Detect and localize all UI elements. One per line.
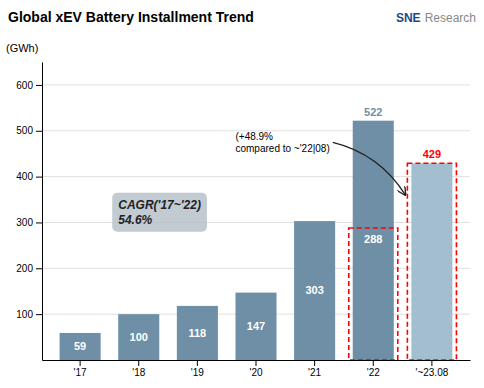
x-tick: '17 [74,360,87,378]
y-tick: 100 [16,309,42,320]
bar [235,293,276,360]
x-tick: '18 [132,360,145,378]
y-tick-mark [36,131,42,132]
data-label: 303 [305,284,323,296]
x-tick-label: '19 [191,367,204,378]
x-tick: '~23.08 [415,360,448,378]
annotations: CAGR('17~'22)54.6% (+48.9%compared to ~'2… [112,131,405,232]
y-tick-label: 100 [16,309,33,320]
data-label: 59 [74,340,86,352]
y-tick: 400 [16,171,42,182]
y-tick-label: 400 [16,171,33,182]
y-tick-mark [36,177,42,178]
y-tick: 600 [16,80,42,91]
bar [411,163,452,360]
data-labels: 59 100 118 147 303 522 429 288 [74,106,441,353]
cagr-text: CAGR('17~'22)54.6% [118,198,201,227]
y-tick-mark [36,314,42,315]
x-axis: '17 '18 '19 '20 '21 '22 '~23.08 [43,360,471,378]
chart-container: 100 200 300 400 500 600 '17 '18 '19 '20 '21 '22 '~23… [0,0,484,388]
cagr-background [112,193,207,232]
x-tick-label: '17 [74,367,87,378]
x-tick-mark [256,360,257,366]
y-tick: 200 [16,263,42,274]
data-label: 147 [247,320,265,332]
y-tick-label: 500 [16,125,33,136]
x-tick-label: '~23.08 [415,367,448,378]
data-label: 118 [188,327,206,339]
bar [177,306,218,360]
bar [60,333,101,360]
cagr-box: CAGR('17~'22)54.6% [112,193,207,232]
cagr-text-line: CAGR('17~'22) [118,198,201,212]
cagr-text-line: 54.6% [118,213,152,227]
x-tick-mark [431,360,432,366]
y-axis-line [42,63,43,361]
change-annotation: (+48.9%compared to ~'22|08) [235,131,329,154]
grid-line [42,176,470,177]
y-tick-mark [36,85,42,86]
bar [294,221,335,360]
x-tick: '22 [367,360,380,378]
x-tick-mark [197,360,198,366]
x-tick-mark [373,360,374,366]
logo-sne: SNE [396,11,421,25]
highlight-box [407,163,456,360]
grid-line [42,84,470,85]
change-annotation-line: (+48.9% [235,131,273,142]
partial-label: 288 [364,233,382,245]
x-tick-mark [80,360,81,366]
y-tick: 300 [16,217,42,228]
change-annotation-line: compared to ~'22|08) [235,143,329,154]
y-tick-label: 300 [16,217,33,228]
x-tick-label: '18 [132,367,145,378]
y-tick-label: 600 [16,80,33,91]
x-tick: '19 [191,360,204,378]
x-tick-label: '22 [367,367,380,378]
data-label: 100 [130,331,148,343]
annotation-arrow [333,142,406,195]
bar [118,314,159,360]
x-tick: '20 [249,360,262,378]
partial-box [349,228,398,360]
y-tick: 500 [16,125,42,136]
x-tick-label: '21 [308,367,321,378]
x-tick: '21 [308,360,321,378]
x-tick-label: '20 [249,367,262,378]
title: Global xEV Battery Installment Trend [8,9,254,25]
data-label: 429 [423,148,441,160]
grid-line [42,268,470,269]
x-tick-mark [314,360,315,366]
plot-area [60,121,457,360]
grid [42,85,470,314]
bar [353,121,394,360]
y-tick-label: 200 [16,263,33,274]
y-axis-title: (GWh) [6,42,38,54]
y-tick-mark [36,222,42,223]
x-tick-mark [138,360,139,366]
data-label: 522 [364,106,382,118]
y-tick-mark [36,268,42,269]
y-axis: 100 200 300 400 500 600 [16,63,42,361]
grid-line [42,222,470,223]
logo-research: Research [425,11,476,25]
chart: 100 200 300 400 500 600 '17 '18 '19 '20 '21 '22 '~23… [0,0,484,388]
